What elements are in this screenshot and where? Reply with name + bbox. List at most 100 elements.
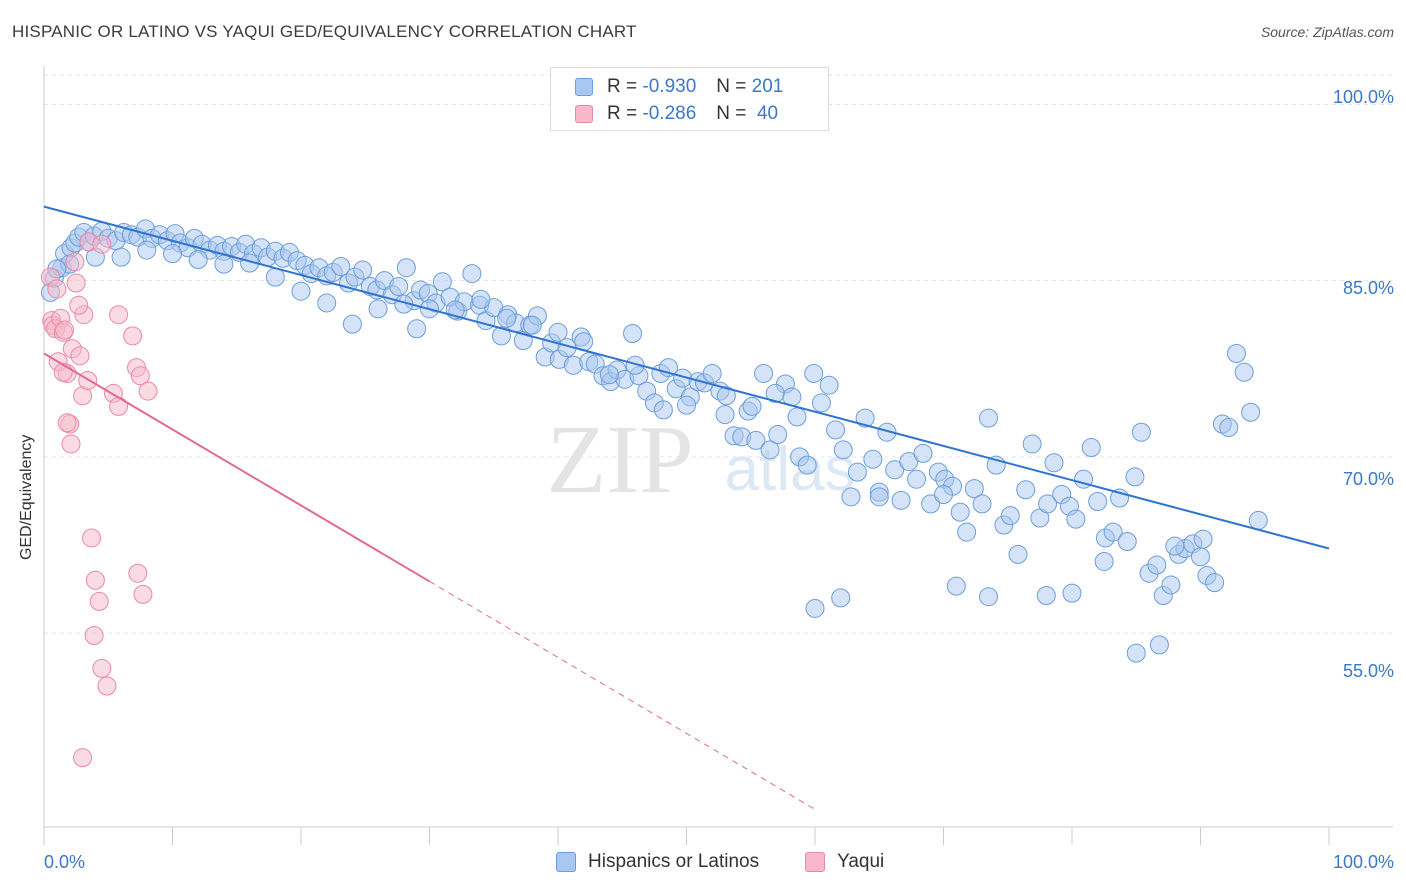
point-hispanics [331,257,351,277]
trend-lines [43,205,1330,810]
point-hispanics [899,452,919,472]
legend-swatch-hispanics [556,852,576,872]
point-hispanics [847,462,867,482]
legend-item-hispanics[interactable]: Hispanics or Latinos [556,851,759,873]
point-hispanics [368,299,388,319]
point-hispanics [1103,522,1123,542]
point-hispanics [491,326,511,346]
point-hispanics [471,289,491,309]
point-hispanics [1038,494,1058,514]
point-yaqui [65,252,85,272]
point-yaqui [85,570,105,590]
point-hispanics [934,484,953,504]
point-hispanics [1088,492,1108,512]
point-hispanics [950,502,970,522]
series-yaqui-points [40,232,158,768]
point-hispanics [833,440,853,460]
point-hispanics [891,490,911,510]
point-yaqui [138,381,158,401]
point-hispanics [1016,480,1036,500]
r-label: R = [607,76,638,97]
point-hispanics [826,420,846,440]
point-hispanics [831,588,851,608]
point-hispanics [1022,434,1042,454]
point-hispanics [317,293,337,313]
point-hispanics [1248,510,1268,530]
axes [43,66,1393,845]
legend-swatch-yaqui [575,105,593,123]
point-hispanics [396,258,416,278]
series-legend: Hispanics or Latinos Yaqui [556,851,930,873]
point-hispanics [497,308,517,328]
r-label: R = [607,103,638,124]
legend-label-hispanics: Hispanics or Latinos [588,851,760,872]
point-hispanics [716,386,736,406]
point-hispanics [548,322,568,342]
point-yaqui [109,305,129,325]
point-yaqui [92,234,112,254]
point-hispanics [1044,453,1064,473]
point-hispanics [163,244,182,264]
point-hispanics [877,422,897,442]
point-yaqui [69,295,89,315]
point-hispanics [715,405,735,425]
point-hispanics [522,315,542,335]
point-yaqui [89,591,109,611]
point-hispanics [188,249,208,269]
trend-line-yaqui [43,352,431,583]
point-hispanics [913,443,933,463]
point-hispanics [907,469,927,489]
point-yaqui [130,366,150,386]
point-hispanics [1193,529,1213,549]
point-hispanics [677,395,696,415]
point-hispanics [765,383,785,403]
point-hispanics [137,240,157,260]
point-hispanics [389,277,409,296]
point-yaqui [92,658,112,678]
point-hispanics [1081,437,1101,457]
chart-title: HISPANIC OR LATINO VS YAQUI GED/EQUIVALE… [12,22,637,41]
point-hispanics [625,355,645,375]
point-hispanics [1126,643,1146,663]
point-hispanics [805,598,825,618]
point-hispanics [804,363,824,383]
point-hispanics [1036,586,1056,606]
legend-swatch-yaqui [805,852,826,872]
y-tick-label-70: 70.0% [1342,469,1394,489]
point-hispanics [742,396,762,416]
x-tick-label-min: 0.0% [44,852,86,872]
n-value: 40 [756,103,779,124]
trend-line-hispanics [43,205,1330,550]
point-hispanics [964,479,984,499]
point-hispanics [978,587,998,607]
point-hispanics [885,460,905,480]
point-hispanics [342,314,362,334]
watermark-zip: ZIP [547,406,694,514]
stats-row-hispanics: R = -0.930 N = 201 [575,74,783,100]
y-axis-label: GED/Equivalency [18,434,35,560]
point-hispanics [1161,575,1181,595]
point-yaqui [47,279,67,299]
point-hispanics [432,272,452,292]
point-hispanics [407,319,427,339]
point-yaqui [66,273,86,293]
point-yaqui [73,748,93,768]
point-hispanics [1234,362,1254,382]
point-hispanics [972,494,992,514]
point-hispanics [1008,544,1028,564]
point-yaqui [123,326,143,346]
point-hispanics [1219,418,1239,437]
legend-item-yaqui[interactable]: Yaqui [805,851,884,873]
point-hispanics [869,487,889,507]
point-hispanics [1191,547,1210,567]
stats-row-yaqui: R = -0.286 N = 40 [575,101,778,127]
point-yaqui [128,563,148,583]
point-yaqui [61,434,81,454]
r-value: -0.286 [642,103,697,124]
point-hispanics [1094,551,1114,571]
point-hispanics [746,430,766,450]
point-hispanics [841,487,861,507]
point-hispanics [819,375,839,395]
point-hispanics [291,281,311,301]
